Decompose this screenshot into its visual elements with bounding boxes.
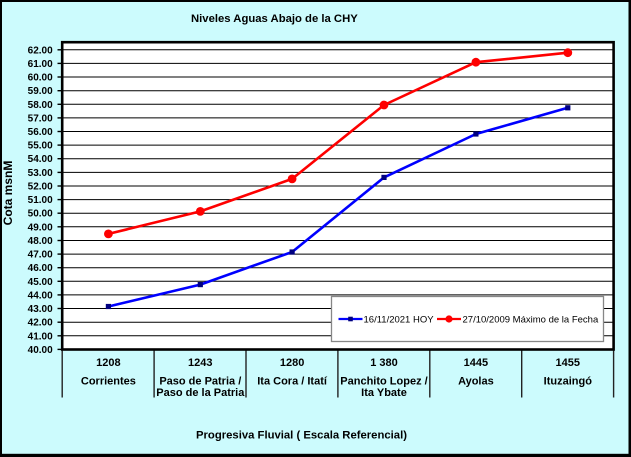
svg-text:44.00: 44.00 [28, 290, 53, 301]
svg-text:Niveles Aguas Abajo de la CHY: Niveles Aguas Abajo de la CHY [191, 13, 358, 25]
svg-text:16/11/2021 HOY: 16/11/2021 HOY [364, 314, 435, 325]
svg-text:1243: 1243 [188, 357, 212, 369]
svg-text:46.00: 46.00 [28, 263, 53, 274]
svg-text:59.00: 59.00 [28, 86, 53, 97]
svg-text:40.00: 40.00 [28, 345, 53, 356]
svg-text:45.00: 45.00 [28, 277, 53, 288]
svg-text:57.00: 57.00 [28, 113, 53, 124]
svg-text:58.00: 58.00 [28, 100, 53, 111]
svg-text:Ituzaingó: Ituzaingó [544, 375, 593, 387]
svg-text:Paso de la Patria: Paso de la Patria [156, 387, 245, 399]
svg-text:56.00: 56.00 [28, 127, 53, 138]
svg-text:60.00: 60.00 [28, 73, 53, 84]
svg-text:Panchito Lopez /: Panchito Lopez / [340, 375, 427, 387]
svg-text:50.00: 50.00 [28, 209, 53, 220]
svg-text:1 380: 1 380 [370, 357, 398, 369]
svg-text:Paso de Patria /: Paso de Patria / [159, 375, 241, 387]
svg-text:Ayolas: Ayolas [458, 375, 494, 387]
svg-text:42.00: 42.00 [28, 318, 53, 329]
svg-text:51.00: 51.00 [28, 195, 53, 206]
svg-text:Cota msnM: Cota msnM [1, 161, 15, 226]
svg-text:52.00: 52.00 [28, 182, 53, 193]
svg-text:55.00: 55.00 [28, 141, 53, 152]
svg-text:61.00: 61.00 [28, 59, 53, 70]
svg-text:53.00: 53.00 [28, 168, 53, 179]
svg-text:1280: 1280 [280, 357, 304, 369]
svg-text:47.00: 47.00 [28, 250, 53, 261]
svg-text:Ita Cora / Itatí: Ita Cora / Itatí [257, 375, 328, 387]
svg-text:Ita Ybate: Ita Ybate [361, 387, 407, 399]
svg-text:1445: 1445 [464, 357, 488, 369]
svg-text:54.00: 54.00 [28, 154, 53, 165]
svg-text:43.00: 43.00 [28, 304, 53, 315]
svg-text:27/10/2009 Máximo de la Fecha: 27/10/2009 Máximo de la Fecha [463, 314, 599, 325]
svg-text:Progresiva Fluvial ( Escala Re: Progresiva Fluvial ( Escala Referencial) [196, 429, 407, 441]
svg-text:1455: 1455 [556, 357, 580, 369]
svg-text:41.00: 41.00 [28, 331, 53, 342]
svg-text:48.00: 48.00 [28, 236, 53, 247]
svg-text:62.00: 62.00 [28, 45, 53, 56]
svg-text:1208: 1208 [96, 357, 120, 369]
svg-text:49.00: 49.00 [28, 222, 53, 233]
svg-text:Corrientes: Corrientes [81, 375, 136, 387]
